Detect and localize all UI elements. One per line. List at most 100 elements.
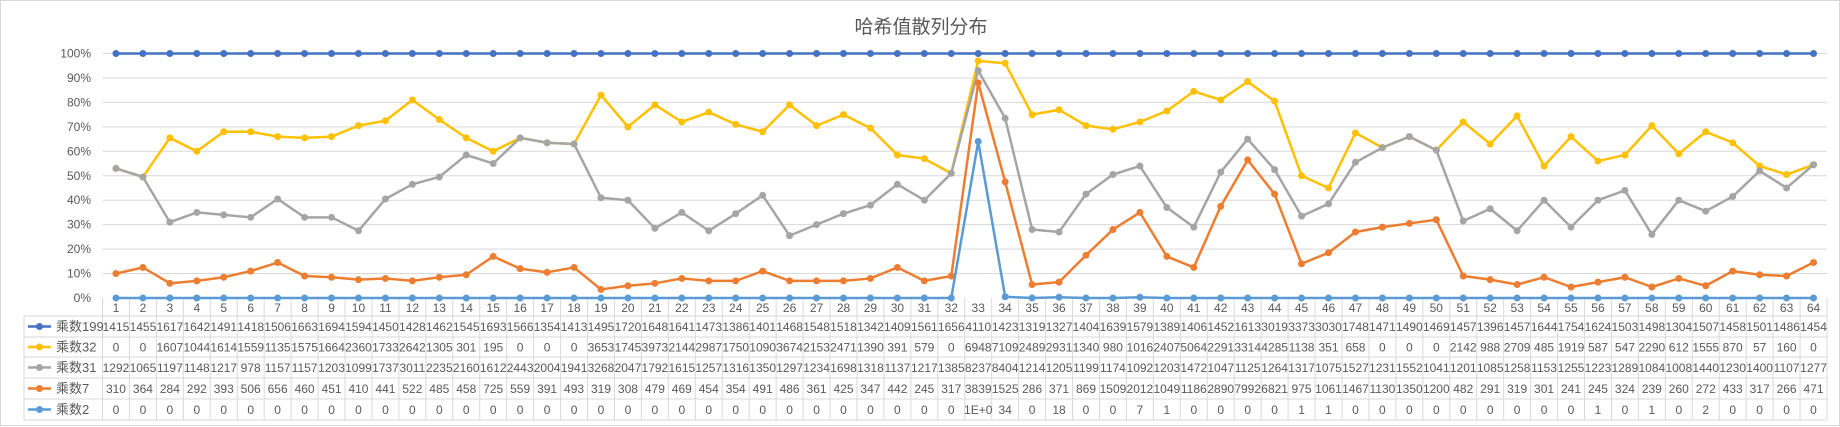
data-point — [759, 128, 767, 136]
x-tick-label: 9 — [328, 301, 335, 315]
table-cell: 978 — [241, 361, 261, 375]
table-cell: 1555 — [1692, 341, 1719, 355]
data-point — [462, 50, 470, 57]
data-point — [974, 138, 982, 146]
x-tick-label: 60 — [1699, 301, 1713, 315]
data-point — [1082, 294, 1090, 302]
data-point — [732, 294, 740, 302]
x-tick-label: 50 — [1430, 301, 1444, 315]
data-point — [1702, 282, 1710, 290]
data-point — [893, 294, 901, 302]
x-tick-label: 61 — [1726, 301, 1740, 315]
data-point — [1082, 190, 1090, 198]
table-cell: 2709 — [1504, 341, 1531, 355]
data-point — [220, 273, 228, 281]
data-point — [732, 210, 740, 218]
x-tick-label: 33 — [972, 301, 986, 315]
table-cell: 1157 — [265, 361, 291, 375]
table-cell: 1223 — [1585, 361, 1612, 375]
table-cell: 34 — [998, 403, 1012, 417]
data-point — [301, 294, 309, 302]
table-cell: 658 — [1345, 341, 1365, 355]
data-point — [543, 268, 551, 276]
data-point — [408, 294, 416, 302]
table-cell: 0 — [867, 403, 874, 417]
data-point — [408, 180, 416, 188]
data-point — [193, 50, 201, 57]
table-cell: 0 — [598, 403, 605, 417]
x-tick-label: 53 — [1510, 301, 1524, 315]
data-point — [1702, 207, 1710, 215]
data-point — [651, 50, 659, 57]
data-point — [1163, 204, 1171, 212]
data-point — [759, 191, 767, 199]
table-cell: 1613 — [1234, 320, 1261, 334]
data-point — [1109, 226, 1117, 234]
data-point — [1729, 294, 1737, 302]
data-point — [328, 133, 336, 141]
table-cell: 0 — [517, 403, 524, 417]
data-point — [247, 128, 255, 136]
data-point — [1783, 272, 1791, 280]
data-point — [920, 277, 928, 285]
data-point — [786, 294, 794, 302]
table-cell: 0 — [1271, 403, 1278, 417]
data-point — [354, 50, 362, 57]
x-tick-label: 54 — [1537, 301, 1551, 315]
x-tick-label: 63 — [1780, 301, 1794, 315]
table-cell: 1468 — [776, 320, 803, 334]
table-cell: 0 — [1568, 403, 1575, 417]
data-point — [1136, 293, 1144, 301]
legend-label: 乘数2 — [56, 402, 89, 417]
data-point — [651, 224, 659, 232]
table-cell: 1469 — [1423, 320, 1450, 334]
table-cell: 482 — [1453, 382, 1473, 396]
table-cell: 0 — [1190, 403, 1197, 417]
data-point — [220, 50, 228, 57]
table-cell: 1617 — [157, 320, 184, 334]
data-point — [1378, 223, 1386, 231]
table-cell: 1138 — [1289, 341, 1315, 355]
data-point — [1648, 122, 1656, 130]
data-point — [1244, 78, 1252, 86]
series-line — [115, 81, 1815, 291]
data-point — [408, 50, 416, 57]
table-cell: 1125 — [1235, 361, 1261, 375]
data-point — [543, 294, 551, 302]
table-cell: 1390 — [857, 341, 884, 355]
data-point — [705, 50, 713, 57]
y-tick-label: 0% — [74, 291, 92, 305]
table-cell: 1641 — [668, 320, 695, 334]
data-point — [1513, 50, 1521, 57]
x-tick-label: 32 — [945, 301, 959, 315]
data-point — [1163, 252, 1171, 260]
table-cell: 0 — [1729, 403, 1736, 417]
data-point — [1675, 274, 1683, 282]
data-point — [220, 128, 228, 136]
data-point — [947, 294, 955, 302]
table-cell: 2291 — [1207, 341, 1234, 355]
data-point — [1459, 272, 1467, 280]
x-tick-label: 34 — [998, 301, 1012, 315]
table-cell: 1340 — [1073, 341, 1100, 355]
chart-title: 哈希值散列分布 — [854, 17, 988, 38]
data-point — [866, 50, 874, 57]
data-point — [1001, 293, 1009, 301]
legend-key-marker — [36, 364, 43, 371]
data-point — [112, 294, 120, 302]
data-point — [1136, 208, 1144, 216]
data-point — [678, 50, 686, 57]
data-point — [408, 96, 416, 104]
table-cell: 1186 — [1181, 382, 1207, 396]
table-cell: 301 — [1534, 382, 1554, 396]
table-cell: 0 — [544, 341, 551, 355]
table-cell: 391 — [887, 341, 907, 355]
table-cell: 1525 — [992, 382, 1019, 396]
x-tick-label: 36 — [1052, 301, 1066, 315]
data-point — [1217, 168, 1225, 176]
y-tick-label: 70% — [67, 120, 91, 134]
data-point — [1432, 50, 1440, 57]
table-cell: 1454 — [1800, 320, 1827, 334]
table-cell: 0 — [1352, 403, 1359, 417]
data-point — [381, 294, 389, 302]
